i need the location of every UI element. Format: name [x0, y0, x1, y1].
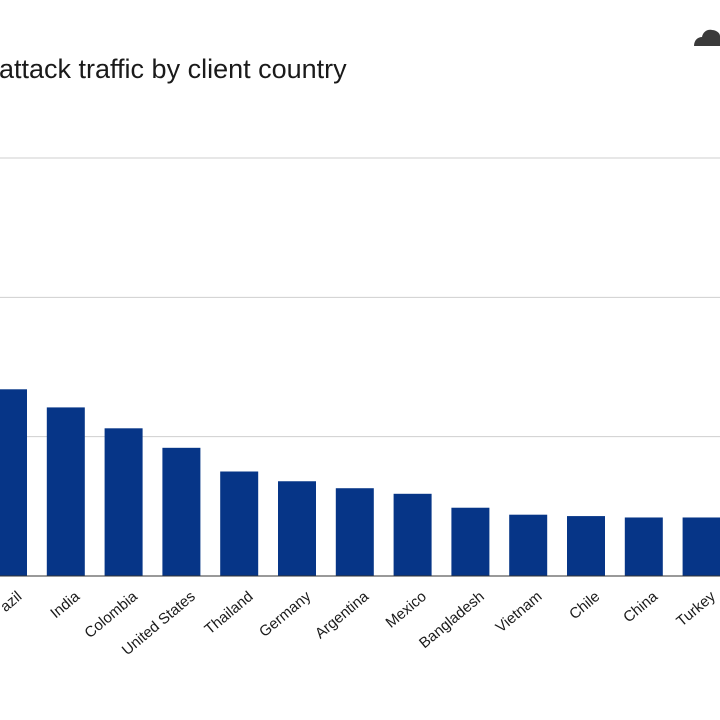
bar-argentina: [335, 488, 374, 576]
x-tick-label: India: [47, 588, 83, 622]
x-tick-label: Vietnam: [493, 588, 546, 636]
bar-india: [46, 407, 85, 576]
bar-thailand: [220, 471, 259, 576]
bar-vietnam: [509, 514, 548, 576]
x-tick-label: Mexico: [383, 588, 430, 632]
x-tick-label: China: [620, 588, 661, 627]
bar-colombia: [104, 428, 143, 576]
bar-bangladesh: [451, 507, 490, 576]
bar-chile: [567, 516, 605, 576]
x-tick-label: Argentina: [312, 588, 373, 643]
x-tick-label: Chile: [566, 588, 603, 623]
x-tick-label: azil: [0, 588, 25, 615]
x-tick-label: Thailand: [201, 588, 256, 638]
chart-title: attack traffic by client country: [0, 54, 347, 84]
bar-brazil: [0, 389, 27, 576]
bar-china: [624, 517, 663, 576]
bar-turkey: [682, 517, 720, 576]
bar-mexico: [393, 493, 432, 576]
cloud-icon: [690, 18, 720, 53]
bar-germany: [278, 481, 316, 576]
bar-united-states: [162, 447, 201, 576]
x-tick-label: Turkey: [673, 588, 719, 630]
x-tick-label: Germany: [256, 588, 315, 641]
